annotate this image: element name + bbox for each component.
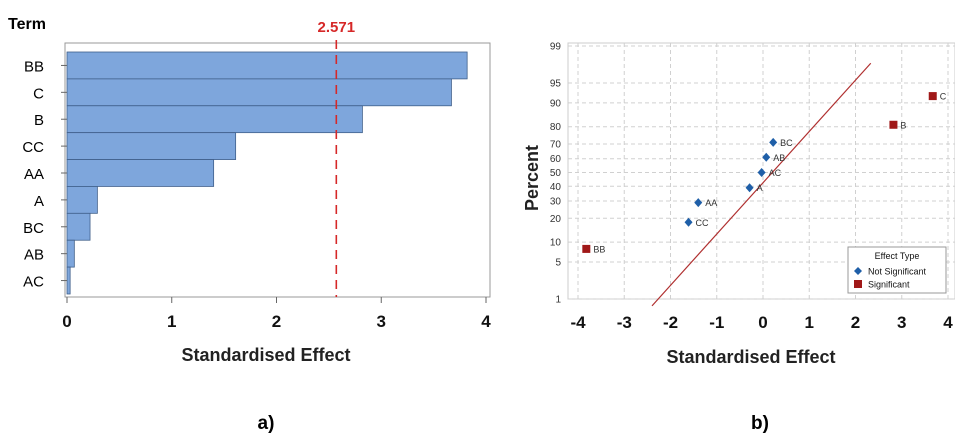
pareto-x-ticks: 0 1 2 3 4	[62, 297, 491, 331]
pareto-bar-aa	[66, 159, 215, 187]
effect-point-c	[928, 92, 937, 101]
pareto-category-label: AB	[24, 247, 44, 264]
legend-square-marker	[854, 280, 862, 288]
pareto-category-label: A	[34, 193, 44, 210]
probability-x-tick-label: 0	[758, 313, 767, 332]
probability-fit-line	[651, 62, 872, 307]
probability-y-axis-title: Percent	[522, 145, 542, 211]
probability-x-ticks: -4 -3 -2 -1 0 1 2 3 4	[570, 313, 953, 332]
pareto-category-label: B	[34, 112, 44, 129]
probability-y-tick-label: 80	[550, 122, 562, 133]
pareto-reference: 2.571	[318, 19, 356, 297]
pareto-bar-b	[66, 105, 363, 134]
probability-y-tick-label: 70	[550, 139, 562, 150]
pareto-x-tick-label: 4	[481, 312, 491, 331]
probability-x-axis-title: Standardised Effect	[666, 347, 835, 367]
pareto-bar-a	[66, 186, 98, 214]
probability-y-tick-label: 10	[550, 238, 562, 249]
pareto-plot-frame	[64, 42, 491, 298]
probability-y-ticks: 1 5 10 20 30 40 50 60 70 80 90 95 99	[550, 42, 562, 306]
probability-y-tick-label: 5	[555, 257, 561, 268]
probability-x-tick-label: -1	[709, 313, 724, 332]
probability-x-tick-label: -4	[570, 313, 586, 332]
legend-entry-label: Not Significant	[868, 267, 927, 277]
panel-label-b: b)	[751, 413, 769, 434]
probability-y-tick-label: 30	[550, 197, 562, 208]
probability-y-tick-label: 95	[550, 79, 562, 90]
pareto-bar-ac	[66, 266, 71, 295]
effect-point-aa	[694, 198, 703, 208]
effect-point-b	[889, 120, 898, 129]
effect-point-cc	[684, 217, 693, 227]
pareto-bar-ab	[66, 239, 75, 268]
effect-point-label: AB	[773, 153, 785, 163]
probability-y-tick-label: 20	[550, 214, 562, 225]
probability-y-tick-label: 90	[550, 98, 562, 109]
probability-y-tick-label: 50	[550, 168, 562, 179]
pareto-x-tick-label: 2	[272, 312, 281, 331]
pareto-bars	[66, 51, 468, 295]
pareto-category-label: BB	[24, 58, 44, 75]
effect-type-legend: Effect Type Not Significant Significant	[847, 246, 947, 294]
effect-point-label: B	[900, 120, 906, 130]
pareto-category-label: BC	[23, 220, 44, 237]
probability-y-tick-label: 60	[550, 154, 562, 165]
pareto-category-label: C	[33, 85, 44, 102]
pareto-y-axis-title: Term	[8, 16, 46, 33]
effect-point-label: AA	[705, 198, 717, 208]
pareto-x-axis-title: Standardised Effect	[181, 345, 350, 365]
normal-probability-plot: 1 5 10 20 30 40 50 60 70 80 90 95 99 -4 -3 -2 -1 0 1 2 3 4 A…	[522, 42, 955, 434]
legend-entry-label: Significant	[868, 280, 910, 290]
critical-value-label: 2.571	[318, 19, 356, 36]
legend-box	[847, 246, 947, 294]
normal-fit-line	[651, 62, 872, 307]
pareto-x-tick-label: 0	[62, 312, 71, 331]
pareto-category-label: CC	[22, 139, 44, 156]
effect-point-bb	[582, 244, 591, 253]
probability-x-tick-label: 3	[897, 313, 906, 332]
panel-label-a: a)	[258, 413, 275, 434]
probability-x-tick-label: 2	[851, 313, 860, 332]
effect-point-label: CC	[696, 218, 709, 228]
probability-y-tick-label: 40	[550, 182, 562, 193]
effect-point-label: BB	[593, 244, 605, 254]
pareto-bar-bc	[66, 212, 91, 241]
legend-diamond-marker	[854, 267, 862, 275]
effect-point-label: AC	[769, 168, 782, 178]
effect-point-ac	[757, 168, 766, 177]
probability-y-tick-label: 1	[555, 295, 561, 306]
effect-point-a	[745, 183, 754, 193]
pareto-bar-bb	[66, 51, 468, 80]
probability-x-tick-label: 4	[943, 313, 953, 332]
pareto-x-tick-label: 1	[167, 312, 176, 331]
effect-point-label: A	[757, 183, 763, 193]
effect-point-bc	[769, 137, 778, 147]
probability-x-tick-label: -2	[663, 313, 678, 332]
pareto-bar-cc	[66, 132, 237, 160]
pareto-category-label: AC	[23, 274, 44, 291]
pareto-x-tick-label: 3	[377, 312, 386, 331]
pareto-category-label: AA	[24, 166, 44, 183]
probability-x-tick-label: -3	[617, 313, 632, 332]
legend-title: Effect Type	[875, 251, 920, 261]
probability-x-tick-label: 1	[805, 313, 814, 332]
pareto-bar-c	[66, 78, 452, 107]
effect-point-label: BC	[780, 138, 793, 148]
probability-y-tick-label: 99	[550, 42, 562, 53]
effect-point-ab	[762, 152, 771, 162]
effect-point-label: C	[940, 92, 947, 102]
